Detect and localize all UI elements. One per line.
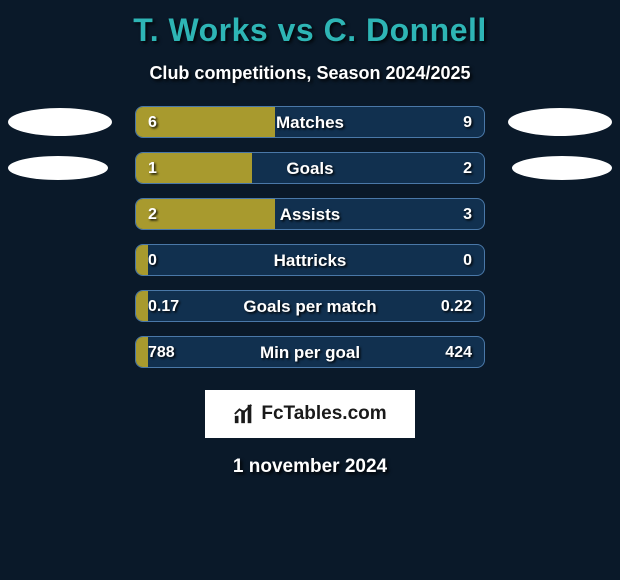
stat-bar: Assists2 3 <box>135 198 485 230</box>
player-avatar-right <box>512 156 612 180</box>
player-avatar-right <box>508 108 612 136</box>
stat-row: Min per goal788 424 <box>0 336 620 368</box>
stat-label: Min per goal <box>136 337 484 368</box>
subtitle: Club competitions, Season 2024/2025 <box>0 63 620 84</box>
title-vs: vs <box>268 12 323 48</box>
stat-label: Matches <box>136 107 484 138</box>
stat-row: Goals1 2 <box>0 152 620 184</box>
title-player-left: T. Works <box>133 12 268 48</box>
stat-value-right: 0.22 <box>429 291 484 322</box>
stat-bar: Goals per match0.170.22 <box>135 290 485 322</box>
stat-value-right: 0 <box>451 245 484 276</box>
stat-value-right: 2 <box>451 153 484 184</box>
stat-value-left: 2 <box>136 199 169 230</box>
stat-value-right: 3 <box>451 199 484 230</box>
page-title: T. Works vs C. Donnell <box>0 0 620 49</box>
stat-value-left: 6 <box>136 107 169 138</box>
stat-bar: Goals1 2 <box>135 152 485 184</box>
stat-value-left: 1 <box>136 153 169 184</box>
stat-bar: Hattricks0 0 <box>135 244 485 276</box>
branding-box: FcTables.com <box>205 390 415 438</box>
stat-value-right: 424 <box>433 337 484 368</box>
branding-chart-icon <box>233 403 255 425</box>
comparison-chart: Matches69Goals12Assists23Hattricks00Goal… <box>0 106 620 368</box>
title-player-right: C. Donnell <box>324 12 487 48</box>
stat-value-left: 0 <box>136 245 169 276</box>
stat-row: Assists2 3 <box>0 198 620 230</box>
branding-text: FcTables.com <box>261 403 386 425</box>
stat-bar: Min per goal788 424 <box>135 336 485 368</box>
stat-value-left: 788 <box>136 337 187 368</box>
stat-row: Matches6 9 <box>0 106 620 138</box>
stat-label: Goals <box>136 153 484 184</box>
stat-value-right: 9 <box>451 107 484 138</box>
player-avatar-left <box>8 156 108 180</box>
stat-label: Assists <box>136 199 484 230</box>
stat-value-left: 0.17 <box>136 291 191 322</box>
stat-label: Hattricks <box>136 245 484 276</box>
stat-row: Hattricks0 0 <box>0 244 620 276</box>
stat-bar: Matches6 9 <box>135 106 485 138</box>
date-text: 1 november 2024 <box>0 456 620 478</box>
player-avatar-left <box>8 108 112 136</box>
stat-row: Goals per match0.170.22 <box>0 290 620 322</box>
